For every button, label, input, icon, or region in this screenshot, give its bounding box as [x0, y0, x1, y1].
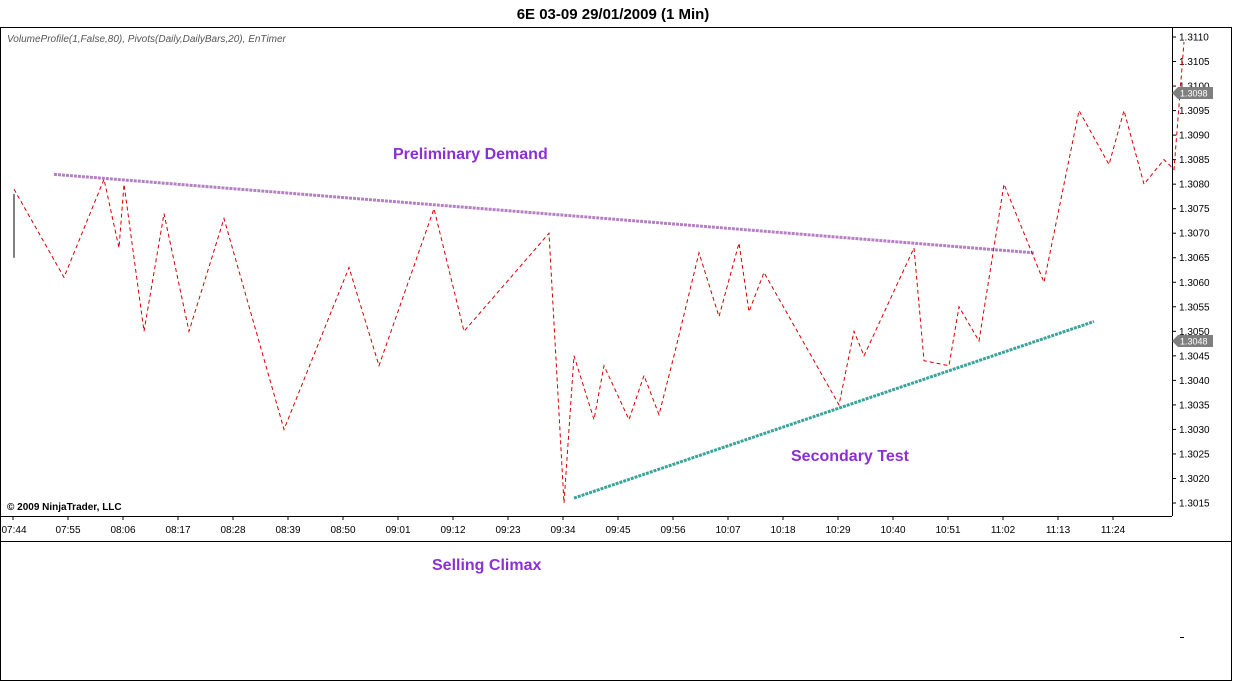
svg-text:1.3048: 1.3048	[1180, 337, 1208, 347]
trendlines	[53, 172, 1095, 500]
secondary-test-label: Secondary Test	[791, 448, 910, 465]
y-tick-label: 1.3055	[1179, 302, 1210, 313]
chart-frame	[0, 27, 1232, 681]
y-tick-label: 1.3040	[1179, 376, 1210, 387]
x-tick-label: 07:44	[1, 525, 26, 536]
y-tick-label: 1.3095	[1179, 106, 1210, 117]
x-tick-label: 08:28	[220, 525, 245, 536]
y-tick-label: 1.3020	[1179, 474, 1210, 485]
x-tick-label: 09:01	[385, 525, 410, 536]
chart-title: 6E 03-09 29/01/2009 (1 Min)	[517, 6, 710, 23]
x-tick-label: 09:23	[495, 525, 520, 536]
price-line	[13, 41, 1185, 504]
x-tick-label: 09:34	[550, 525, 575, 536]
x-tick-label: 10:18	[770, 525, 795, 536]
y-tick-label: 1.3030	[1179, 425, 1210, 436]
x-tick-label: 11:13	[1046, 525, 1071, 536]
y-tick-label: 1.3075	[1179, 204, 1210, 215]
x-tick-label: 10:51	[935, 525, 960, 536]
y-tick-label: 1.3080	[1179, 180, 1210, 191]
y-tick-label: 1.3065	[1179, 253, 1210, 264]
y-tick-label: 1.3060	[1179, 278, 1210, 289]
y-tick-label: 1.3110	[1179, 33, 1209, 44]
y-tick-label: 1.3025	[1179, 449, 1210, 460]
x-tick-label: 08:50	[330, 525, 355, 536]
x-tick-label: 07:55	[55, 525, 80, 536]
y-tick-label: 1.3090	[1179, 131, 1210, 142]
y-tick-label: 1.3015	[1179, 499, 1210, 510]
copyright-label: © 2009 NinjaTrader, LLC	[7, 502, 122, 513]
x-tick-label: 08:06	[110, 525, 135, 536]
x-tick-label: 10:07	[715, 525, 740, 536]
price-series	[13, 41, 1185, 504]
x-tick-label: 09:12	[440, 525, 465, 536]
x-tick-label: 09:45	[605, 525, 630, 536]
price-tag-upper: 1.3098	[1172, 87, 1213, 99]
y-axis-ticks: 1.31101.31051.31001.30951.30901.30851.30…	[1172, 33, 1210, 510]
x-tick-label: 11:24	[1101, 525, 1126, 536]
x-tick-label: 11:02	[991, 525, 1016, 536]
y-tick-label: 1.3070	[1179, 229, 1210, 240]
x-tick-label: 10:29	[825, 525, 850, 536]
svg-text:1.3098: 1.3098	[1180, 89, 1208, 99]
y-tick-label: 1.3050	[1179, 327, 1210, 338]
y-tick-label: 1.3045	[1179, 351, 1210, 362]
indicator-label: VolumeProfile(1,False,80), Pivots(Daily,…	[7, 34, 287, 45]
support-trendline	[573, 320, 1095, 500]
x-axis-ticks: 07:44 07:55 08:06 08:17 08:28 08:39 08:50 09:01…	[1, 516, 1126, 536]
price-tag-lower: 1.3048	[1172, 335, 1213, 347]
x-tick-label: 10:40	[880, 525, 905, 536]
y-tick-label: 1.3105	[1179, 57, 1210, 68]
preliminary-demand-label: Preliminary Demand	[393, 146, 548, 163]
x-tick-label: 08:17	[165, 525, 190, 536]
x-tick-label: 08:39	[275, 525, 300, 536]
selling-climax-label: Selling Climax	[432, 557, 541, 574]
y-tick-label: 1.3085	[1179, 155, 1210, 166]
x-tick-label: 09:56	[660, 525, 685, 536]
y-tick-label: 1.3035	[1179, 400, 1210, 411]
